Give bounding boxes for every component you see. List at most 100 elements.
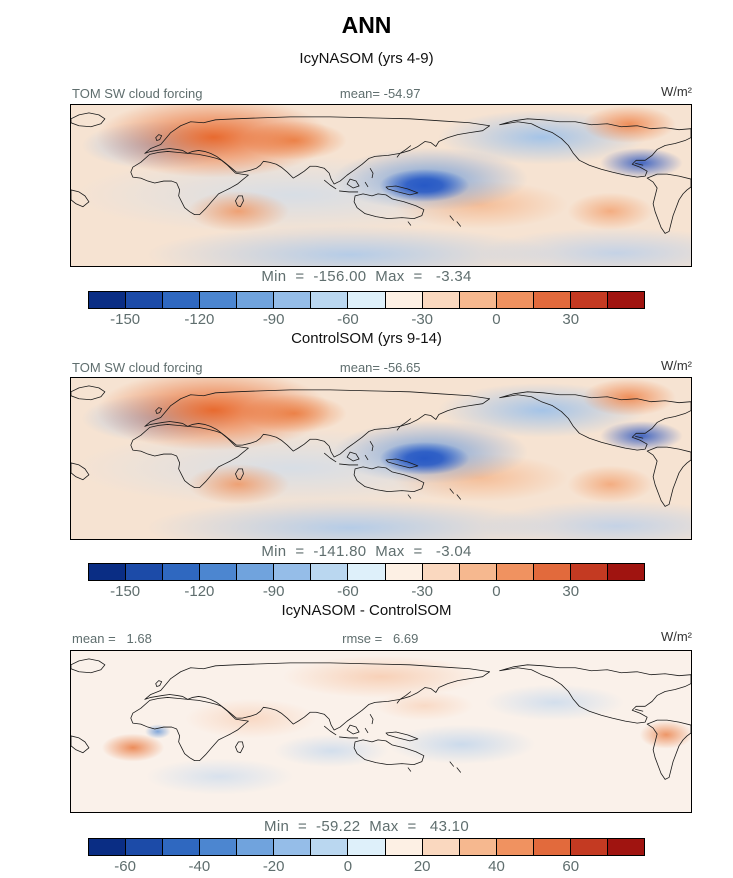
panel2-subtitle: ControlSOM (yrs 9-14) [291, 330, 442, 347]
panel2-colorbar: -150 -120 -90 -60 -30 0 30 [88, 563, 645, 603]
panel2-variable-label: TOM SW cloud forcing [72, 360, 203, 375]
colorbar-segment [163, 839, 201, 855]
colorbar-segment [459, 839, 497, 855]
colorbar-tick-label: -120 [184, 311, 215, 328]
colorbar-tick-label: -30 [411, 583, 434, 600]
colorbar-tick-label: -90 [262, 583, 285, 600]
colorbar-tick-label: -60 [337, 311, 359, 328]
panel3-subtitle: IcyNASOM - ControlSOM [281, 602, 452, 619]
colorbar-ticks: -150 -120 -90 -60 -30 0 30 [88, 309, 645, 329]
coastline-overlay [71, 112, 691, 234]
coastline-overlay [71, 385, 691, 507]
colorbar-segment [496, 839, 534, 855]
panel1-units-label: W/m² [660, 84, 692, 99]
colorbar-segment [274, 839, 312, 855]
colorbar-bar [88, 291, 645, 309]
panel1-colorbar: -150 -120 -90 -60 -30 0 30 [88, 291, 645, 331]
panel3-mean-label: mean = 1.68 [72, 631, 152, 646]
colorbar-bar [88, 563, 645, 581]
colorbar-segment [311, 292, 349, 308]
colorbar-segment [385, 292, 423, 308]
colorbar-segment [348, 292, 386, 308]
panel2-minmax-label: Min = -141.80 Max = -3.04 [261, 543, 472, 560]
colorbar-segment [570, 839, 608, 855]
colorbar-ticks: -150 -120 -90 -60 -30 0 30 [88, 581, 645, 601]
colorbar-segment [126, 839, 164, 855]
colorbar-segment [89, 839, 127, 855]
colorbar-segment [89, 292, 127, 308]
colorbar-tick-label: -150 [110, 583, 141, 600]
colorbar-segment [237, 839, 275, 855]
panel2-mean-label: mean= -56.65 [339, 360, 421, 375]
panel2-map [70, 377, 692, 540]
coastline-overlay [71, 658, 691, 780]
colorbar-segment [126, 292, 164, 308]
panel1-variable-label: TOM SW cloud forcing [72, 86, 203, 101]
panel1-map [70, 104, 692, 267]
panel1-minmax-label: Min = -156.00 Max = -3.34 [261, 268, 472, 285]
colorbar-tick-label: -90 [262, 311, 285, 328]
colorbar-tick-label: -120 [184, 583, 215, 600]
colorbar-segment [274, 292, 312, 308]
colorbar-segment [459, 564, 497, 580]
colorbar-tick-label: 60 [562, 858, 580, 875]
colorbar-segment [348, 564, 386, 580]
colorbar-segment [570, 292, 608, 308]
colorbar-segment [533, 292, 571, 308]
colorbar-segment [607, 292, 644, 308]
colorbar-tick-label: -60 [337, 583, 359, 600]
colorbar-segment [607, 564, 644, 580]
figure-title: ANN [341, 12, 392, 38]
colorbar-segment [422, 564, 460, 580]
panel1-mean-label: mean= -54.97 [339, 86, 421, 101]
colorbar-segment [422, 292, 460, 308]
colorbar-segment [385, 839, 423, 855]
panel3-rmse-label: rmse = 6.69 [342, 631, 419, 646]
colorbar-segment [459, 292, 497, 308]
colorbar-tick-label: 40 [488, 858, 505, 875]
colorbar-tick-label: 0 [492, 583, 501, 600]
colorbar-segment [385, 564, 423, 580]
colorbar-segment [496, 564, 534, 580]
panel3-colorbar: -60 -40 -20 0 20 40 60 [88, 838, 645, 878]
colorbar-tick-label: -20 [262, 858, 285, 875]
colorbar-segment [200, 839, 238, 855]
panel3-units-label: W/m² [660, 629, 692, 644]
panel2-header: TOM SW cloud forcing mean= -56.65 W/m² [70, 358, 692, 378]
colorbar-tick-label: 20 [413, 858, 431, 875]
colorbar-tick-label: -60 [114, 858, 136, 875]
colorbar-tick-label: -150 [110, 311, 141, 328]
colorbar-segment [163, 292, 201, 308]
colorbar-segment [163, 564, 201, 580]
colorbar-tick-label: -30 [411, 311, 434, 328]
colorbar-segment [348, 839, 386, 855]
colorbar-segment [89, 564, 127, 580]
colorbar-segment [311, 564, 349, 580]
colorbar-segment [607, 839, 644, 855]
colorbar-segment [533, 564, 571, 580]
colorbar-segment [496, 292, 534, 308]
colorbar-tick-label: 30 [562, 583, 580, 600]
colorbar-tick-label: 0 [492, 311, 501, 328]
colorbar-tick-label: -40 [188, 858, 211, 875]
colorbar-segment [126, 564, 164, 580]
panel1-subtitle: IcyNASOM (yrs 4-9) [299, 50, 434, 67]
colorbar-ticks: -60 -40 -20 0 20 40 60 [88, 856, 645, 876]
panel3-map [70, 650, 692, 813]
colorbar-tick-label: 0 [343, 858, 353, 875]
colorbar-segment [237, 292, 275, 308]
colorbar-segment [422, 839, 460, 855]
panel2-units-label: W/m² [660, 358, 692, 373]
colorbar-segment [237, 564, 275, 580]
colorbar-segment [533, 839, 571, 855]
panel3-minmax-label: Min = -59.22 Max = 43.10 [264, 818, 469, 835]
colorbar-segment [200, 564, 238, 580]
colorbar-segment [200, 292, 238, 308]
colorbar-segment [311, 839, 349, 855]
colorbar-bar [88, 838, 645, 856]
colorbar-segment [570, 564, 608, 580]
colorbar-tick-label: 30 [562, 311, 580, 328]
panel1-header: TOM SW cloud forcing mean= -54.97 W/m² [70, 84, 692, 104]
colorbar-segment [274, 564, 312, 580]
